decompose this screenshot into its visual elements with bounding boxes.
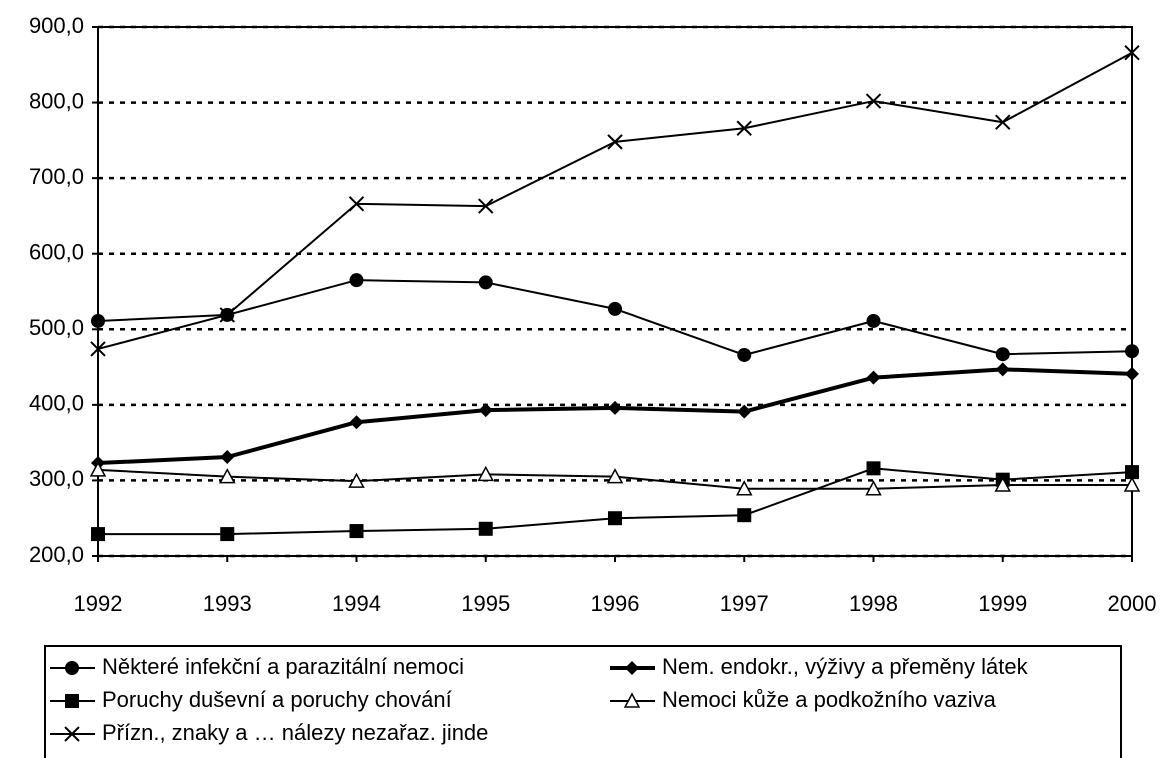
y-tick-label: 400,0 <box>29 391 84 416</box>
marker <box>219 307 235 323</box>
legend-marker <box>625 661 639 675</box>
x-tick-label: 1997 <box>720 591 769 616</box>
legend-label: Přízn., znaky a … nálezy nezařaz. jinde <box>102 720 488 745</box>
marker <box>866 313 881 328</box>
marker <box>606 468 624 484</box>
legend-label: Poruchy duševní a poruchy chování <box>102 687 452 712</box>
marker <box>1125 465 1139 480</box>
marker <box>737 508 752 523</box>
legend-box <box>44 645 1122 758</box>
series-line <box>97 279 1133 356</box>
legend-label: Nem. endokr., výživy a přeměny látek <box>662 654 1029 679</box>
marker <box>348 196 365 212</box>
y-tick-label: 900,0 <box>29 13 84 38</box>
plot-frame <box>97 26 1133 557</box>
y-tick-label: 800,0 <box>29 88 84 113</box>
marker <box>866 370 881 385</box>
marker <box>608 511 622 526</box>
marker <box>737 404 752 419</box>
marker <box>349 273 364 288</box>
marker <box>349 415 364 430</box>
marker <box>607 134 623 150</box>
marker <box>995 347 1010 362</box>
legend-marker <box>64 726 80 742</box>
marker <box>995 114 1011 130</box>
marker <box>1125 344 1139 359</box>
marker <box>608 301 622 316</box>
marker <box>478 275 493 290</box>
marker <box>478 198 494 214</box>
series-line <box>97 367 1133 466</box>
marker <box>89 461 107 477</box>
marker <box>220 527 235 542</box>
x-tick-label: 1999 <box>978 591 1027 616</box>
marker <box>478 403 493 418</box>
marker <box>735 480 753 496</box>
marker <box>865 93 882 109</box>
marker <box>220 450 235 465</box>
marker <box>994 476 1012 492</box>
legend-marker <box>65 694 79 708</box>
y-tick-label: 700,0 <box>29 164 84 189</box>
x-tick-label: 1993 <box>203 591 252 616</box>
x-tick-label: 2000 <box>1108 591 1157 616</box>
legend-marker <box>623 692 641 708</box>
marker <box>477 465 495 482</box>
marker <box>865 480 882 496</box>
x-tick-label: 1992 <box>74 591 123 616</box>
y-tick-label: 300,0 <box>29 466 84 491</box>
marker <box>1124 44 1140 61</box>
marker <box>349 524 364 539</box>
x-tick-label: 1996 <box>591 591 640 616</box>
x-tick-label: 1995 <box>461 591 510 616</box>
marker <box>91 313 105 328</box>
marker <box>1125 366 1139 381</box>
marker <box>995 362 1010 377</box>
marker <box>348 472 365 488</box>
marker <box>1123 476 1141 492</box>
legend-marker <box>65 661 79 675</box>
marker <box>90 341 106 357</box>
legend-label: Nemoci kůže a podkožního vaziva <box>662 687 997 712</box>
x-tick-label: 1998 <box>849 591 898 616</box>
marker <box>737 347 752 362</box>
x-tick-label: 1994 <box>332 591 381 616</box>
y-tick-label: 200,0 <box>29 542 84 567</box>
marker <box>608 400 622 415</box>
legend-label: Některé infekční a parazitální nemoci <box>102 654 464 679</box>
y-tick-label: 500,0 <box>29 315 84 340</box>
marker <box>218 468 236 484</box>
marker <box>478 521 493 536</box>
marker <box>736 120 752 136</box>
marker <box>91 527 105 542</box>
y-tick-label: 600,0 <box>29 240 84 265</box>
marker <box>866 461 881 476</box>
